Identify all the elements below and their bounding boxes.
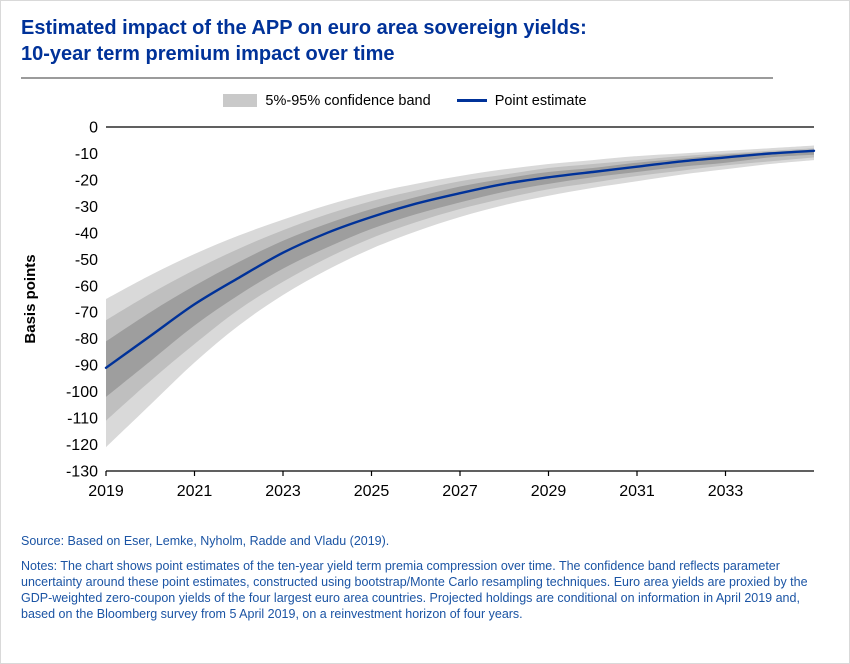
y-axis-title: Basis points [22,254,39,343]
title-divider [21,76,773,79]
x-tick-label: 2033 [708,483,744,500]
y-tick-label: -70 [75,305,98,322]
y-tick-label: 0 [89,119,98,136]
y-tick-label: -130 [66,463,98,480]
point-estimate-swatch [456,99,487,103]
x-tick-label: 2021 [177,483,213,500]
legend-item-confidence-band: 5%-95% confidence band [223,92,431,109]
notes-text: Notes: The chart shows point estimates o… [21,559,808,622]
x-tick-label: 2029 [531,483,567,500]
y-tick-label: -10 [75,146,98,163]
confidence-band-label: 5%-95% confidence band [265,92,431,109]
x-tick-label: 2025 [354,483,390,500]
legend-item-point-estimate: Point estimate [456,92,587,109]
point-estimate-line [104,149,816,369]
y-tick-label: -30 [75,199,98,216]
y-tick-label: -50 [75,252,98,269]
y-tick-label: -120 [66,437,98,454]
y-tick-label: -90 [75,357,98,374]
confidence-band-swatch [223,94,258,108]
source-text: Source: Based on Eser, Lemke, Nyholm, Ra… [21,533,390,548]
y-tick-label: -60 [75,278,98,295]
chart-area: 2019 2021 2023 2025 2027 2029 2031 2033 0 -10 -20 -… [20,115,830,507]
y-tick-label: -20 [75,172,98,189]
chart-legend: 5%-95% confidence band Point estimate [20,93,790,109]
x-tick-label: 2027 [442,483,478,500]
chart-footer: Source: Based on Eser, Lemke, Nyholm, Ra… [20,533,830,622]
confidence-band-0 [106,145,814,447]
x-tick-label: 2031 [619,483,655,500]
y-tick-label: -80 [75,331,98,348]
title-line-1: Estimated impact of the APP on euro area… [21,17,587,39]
point-estimate-label: Point estimate [494,92,587,109]
page-title: Estimated impact of the APP on euro area… [21,15,830,68]
x-tick-label: 2023 [265,483,301,500]
y-tick-label: -110 [67,410,98,427]
y-tick-label: -100 [66,384,98,401]
x-tick-label: 2019 [88,483,124,500]
title-line-2: 10-year term premium impact over time [21,43,395,66]
y-tick-label: -40 [75,225,98,242]
line-chart: 2019 2021 2023 2025 2027 2029 2031 2033 0 -10 -20 -… [22,119,816,500]
